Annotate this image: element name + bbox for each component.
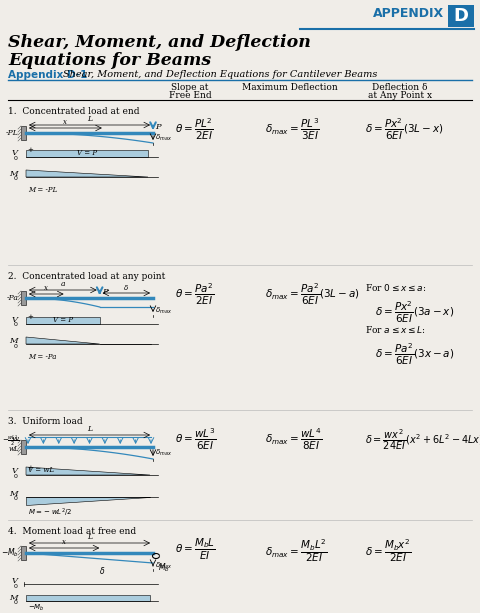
Text: $M = -wL^2/2$: $M = -wL^2/2$ [28, 507, 72, 519]
Text: $\delta_{max}$: $\delta_{max}$ [155, 133, 172, 143]
Text: -Pa: -Pa [7, 294, 19, 302]
Text: +: + [27, 147, 33, 153]
Bar [448, 5, 474, 27]
Text: $\delta = \dfrac{Px^2}{6EI}(3a - x)$: $\delta = \dfrac{Px^2}{6EI}(3a - x)$ [375, 300, 454, 325]
Text: $\theta = \dfrac{PL^2}{2EI}$: $\theta = \dfrac{PL^2}{2EI}$ [175, 117, 214, 142]
Text: 4.  Moment load at free end: 4. Moment load at free end [8, 527, 136, 536]
Text: 0: 0 [14, 601, 18, 606]
Text: P: P [155, 123, 161, 131]
Text: M: M [10, 170, 18, 178]
Polygon shape [26, 150, 148, 157]
Text: $\theta = \dfrac{Pa^2}{2EI}$: $\theta = \dfrac{Pa^2}{2EI}$ [175, 282, 214, 307]
Text: x: x [62, 538, 66, 546]
Text: $-M_b$: $-M_b$ [1, 547, 19, 559]
Text: L: L [87, 533, 92, 541]
Text: Maximum Deflection: Maximum Deflection [242, 83, 338, 92]
Text: M: M [10, 594, 18, 602]
Text: Equations for Beams: Equations for Beams [8, 52, 211, 69]
Text: 0: 0 [14, 343, 18, 349]
Text: M = -Pa: M = -Pa [28, 353, 56, 361]
Text: Slope at: Slope at [171, 83, 209, 92]
Text: wL: wL [8, 445, 19, 453]
Text: x: x [44, 284, 48, 292]
Polygon shape [26, 317, 100, 324]
Text: Deflection δ: Deflection δ [372, 83, 428, 92]
Text: P: P [102, 288, 108, 296]
Text: D: D [454, 7, 468, 25]
Text: $\delta$: $\delta$ [123, 283, 129, 292]
Text: $\delta = \dfrac{Pa^2}{6EI}(3x - a)$: $\delta = \dfrac{Pa^2}{6EI}(3x - a)$ [375, 342, 455, 367]
Bar [21, 546, 26, 560]
Text: Free End: Free End [168, 91, 211, 100]
Text: $\theta = \dfrac{wL^3}{6EI}$: $\theta = \dfrac{wL^3}{6EI}$ [175, 427, 216, 452]
Text: M: M [10, 337, 18, 345]
Text: $\delta = \dfrac{Px^2}{6EI}(3L - x)$: $\delta = \dfrac{Px^2}{6EI}(3L - x)$ [365, 117, 444, 142]
Text: V = wL: V = wL [28, 466, 54, 474]
Polygon shape [26, 170, 148, 177]
Text: For $0 \leq x \leq a$:: For $0 \leq x \leq a$: [365, 282, 427, 293]
Text: 0: 0 [14, 322, 18, 327]
Text: $\delta = \dfrac{M_b x^2}{2EI}$: $\delta = \dfrac{M_b x^2}{2EI}$ [365, 537, 411, 564]
Text: Shear, Moment, and Deflection: Shear, Moment, and Deflection [8, 34, 311, 51]
Text: x: x [63, 118, 67, 126]
Text: Appendix D-1: Appendix D-1 [8, 70, 87, 80]
Text: V = P: V = P [53, 316, 73, 324]
Text: M: M [10, 490, 18, 498]
Text: +: + [27, 314, 33, 320]
Text: 0: 0 [14, 473, 18, 479]
Text: +: + [27, 465, 33, 471]
Text: L: L [87, 425, 92, 433]
Text: 3.  Uniform load: 3. Uniform load [8, 417, 83, 426]
Text: $\delta_{max}$: $\delta_{max}$ [155, 306, 172, 316]
Text: $\delta = \dfrac{wx^2}{24EI}(x^2 + 6L^2 - 4Lx)$: $\delta = \dfrac{wx^2}{24EI}(x^2 + 6L^2 … [365, 427, 480, 452]
Bar [21, 126, 26, 140]
Text: $\theta = \dfrac{M_b L}{EI}$: $\theta = \dfrac{M_b L}{EI}$ [175, 537, 216, 562]
Polygon shape [26, 337, 100, 344]
Text: -PL: -PL [6, 129, 19, 137]
Text: $-M_b$: $-M_b$ [28, 603, 45, 613]
Text: 1.  Concentrated load at end: 1. Concentrated load at end [8, 107, 140, 116]
Bar [21, 291, 26, 305]
Text: 0: 0 [14, 177, 18, 181]
Text: 2.  Concentrated load at any point: 2. Concentrated load at any point [8, 272, 166, 281]
Text: 0: 0 [14, 584, 18, 588]
Text: $M_b$: $M_b$ [158, 561, 170, 574]
Text: V: V [12, 316, 18, 324]
Text: $\delta_{max} = \dfrac{Pa^2}{6EI}(3L - a)$: $\delta_{max} = \dfrac{Pa^2}{6EI}(3L - a… [265, 282, 360, 307]
Text: V = P: V = P [77, 149, 97, 157]
Polygon shape [26, 595, 150, 601]
Text: $\delta_{max} = \dfrac{wL^4}{8EI}$: $\delta_{max} = \dfrac{wL^4}{8EI}$ [265, 427, 322, 452]
Text: $\delta_{max} = \dfrac{M_b L^2}{2EI}$: $\delta_{max} = \dfrac{M_b L^2}{2EI}$ [265, 537, 327, 564]
Text: L: L [87, 115, 92, 123]
Text: $\delta_{max} = \dfrac{PL^3}{3EI}$: $\delta_{max} = \dfrac{PL^3}{3EI}$ [265, 117, 320, 142]
Polygon shape [26, 467, 150, 475]
Text: V: V [12, 577, 18, 585]
Text: $\delta_{max}$: $\delta_{max}$ [155, 561, 172, 571]
Text: $\delta_{max}$: $\delta_{max}$ [155, 448, 172, 458]
Text: at Any Point x: at Any Point x [368, 91, 432, 100]
Text: 0: 0 [14, 497, 18, 501]
Text: For $a \leq x \leq L$:: For $a \leq x \leq L$: [365, 324, 426, 335]
Text: APPENDIX: APPENDIX [373, 7, 444, 20]
Text: V: V [12, 467, 18, 475]
Text: 0: 0 [14, 156, 18, 161]
Text: a: a [60, 280, 65, 288]
Text: V: V [12, 149, 18, 157]
Text: Shear, Moment, and Deflection Equations for Cantilever Beams: Shear, Moment, and Deflection Equations … [63, 70, 377, 79]
Text: $-\frac{wL^2}{2}$: $-\frac{wL^2}{2}$ [2, 433, 19, 449]
Bar [21, 440, 26, 454]
Text: M = -PL: M = -PL [28, 186, 57, 194]
Text: $\delta$: $\delta$ [99, 565, 105, 576]
Text: w: w [12, 435, 19, 443]
